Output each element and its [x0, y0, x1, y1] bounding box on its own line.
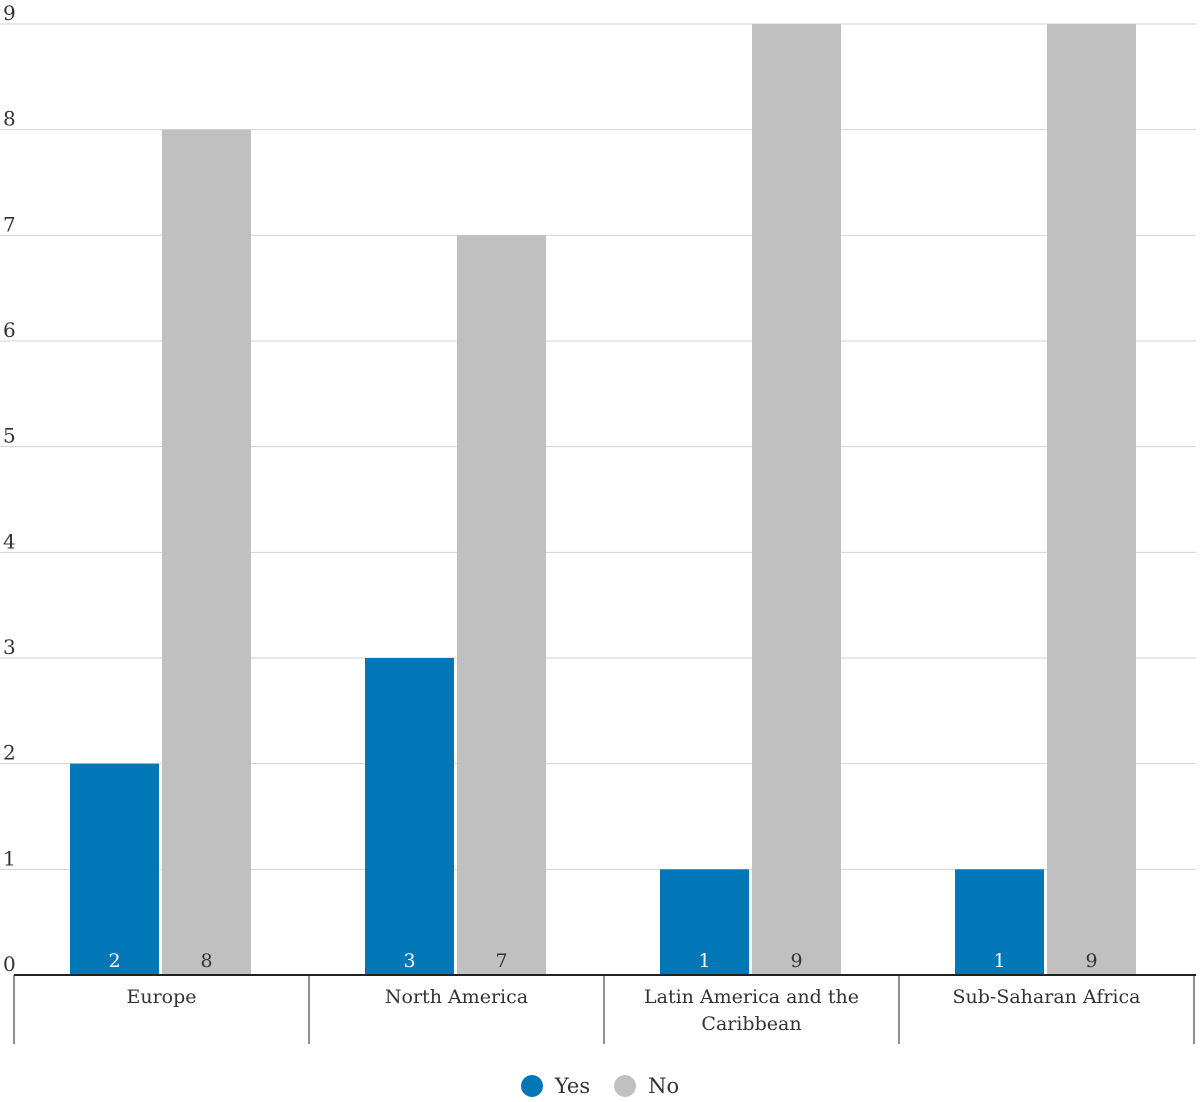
y-tick-label: 0 — [3, 952, 16, 976]
legend-label: No — [648, 1074, 680, 1098]
bar-no — [162, 129, 251, 975]
bar-yes — [70, 763, 159, 975]
legend-item-no: No — [614, 1074, 679, 1098]
bar-no — [752, 24, 841, 975]
y-tick-label: 3 — [3, 635, 16, 659]
data-label: 9 — [1085, 950, 1097, 972]
y-tick-label: 4 — [3, 529, 16, 553]
data-label: 9 — [790, 950, 802, 972]
bar-chart: 0 1 2 3 4 5 6 7 8 9 2 8 3 7 1 9 1 9 Europe North America L… — [0, 1, 1196, 1044]
category-label: North America — [385, 986, 528, 1008]
bar-no — [1047, 24, 1136, 975]
category-label: Europe — [126, 986, 196, 1008]
legend-label: Yes — [554, 1074, 591, 1098]
data-labels: 2 8 3 7 1 9 1 9 — [108, 950, 1097, 972]
bar-yes — [365, 658, 454, 975]
data-label: 3 — [403, 950, 415, 972]
legend: Yes No — [0, 1074, 1200, 1098]
y-tick-label: 1 — [3, 846, 16, 870]
bar-yes — [660, 869, 749, 975]
y-tick-label: 9 — [3, 1, 16, 25]
legend-item-yes: Yes — [520, 1074, 591, 1098]
y-axis-ticks: 0 1 2 3 4 5 6 7 8 9 — [3, 1, 16, 976]
legend-swatch — [520, 1075, 543, 1097]
legend-swatch — [614, 1075, 637, 1097]
data-label: 7 — [495, 950, 507, 972]
y-tick-label: 6 — [3, 318, 16, 342]
x-axis: Europe North America Latin America and the… — [13, 974, 1196, 1044]
category-label: Sub-Saharan Africa — [953, 986, 1141, 1008]
bar-yes — [955, 869, 1044, 975]
y-tick-label: 7 — [3, 212, 16, 236]
y-tick-label: 5 — [3, 424, 16, 448]
bar-no — [457, 235, 546, 976]
data-label: 1 — [698, 950, 710, 972]
data-label: 8 — [200, 950, 212, 972]
data-label: 2 — [108, 950, 120, 972]
data-label: 1 — [993, 950, 1005, 972]
y-tick-label: 2 — [3, 741, 16, 765]
category-label: Latin America and the Caribbean — [644, 986, 859, 1035]
y-tick-label: 8 — [3, 107, 16, 131]
bars — [70, 24, 1136, 976]
